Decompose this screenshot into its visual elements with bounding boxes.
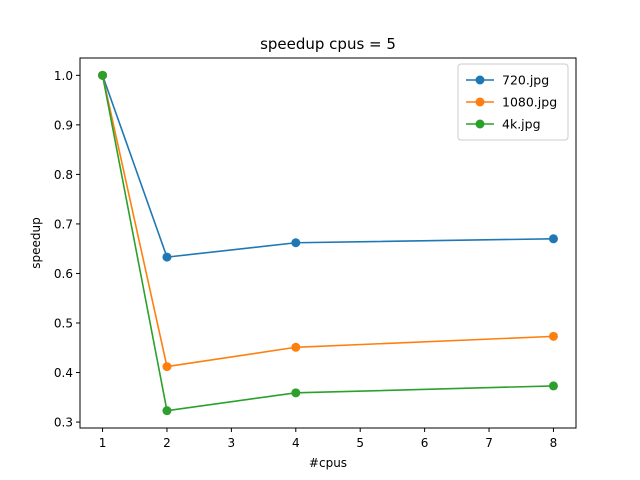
legend-label: 720.jpg — [502, 73, 549, 88]
x-tick-label: 3 — [228, 436, 236, 450]
legend-marker — [475, 119, 485, 129]
x-tick-label: 8 — [550, 436, 558, 450]
data-point — [162, 406, 172, 416]
y-tick-label: 0.7 — [54, 217, 73, 231]
series-line — [101, 75, 554, 368]
data-point — [291, 342, 301, 352]
x-axis-label: #cpus — [309, 456, 347, 470]
y-tick-label: 0.8 — [54, 168, 73, 182]
legend-item: 720.jpg — [466, 73, 549, 88]
data-point — [98, 70, 108, 80]
legend-label: 4k.jpg — [502, 117, 541, 132]
x-tick-label: 4 — [292, 436, 300, 450]
x-tick-label: 5 — [356, 436, 364, 450]
x-tick-label: 7 — [485, 436, 493, 450]
data-point — [162, 252, 172, 262]
plot-area-frame — [79, 57, 577, 429]
series-4k-jpg — [98, 70, 558, 416]
y-tick-label: 0.3 — [54, 416, 73, 430]
legend-marker — [475, 97, 485, 107]
x-tick-label: 6 — [421, 436, 429, 450]
series-line — [101, 75, 554, 412]
series-layer — [98, 70, 558, 416]
legend: 720.jpg 1080.jpg 4k.jpg — [457, 63, 569, 141]
x-tick-label: 2 — [163, 436, 171, 450]
chart-title: speedup cpus = 5 — [260, 35, 396, 53]
data-point — [548, 234, 558, 244]
y-axis-label: speedup — [29, 217, 43, 268]
y-tick-label: 1.0 — [54, 69, 73, 83]
x-axis: 1 2 3 4 5 6 7 8 — [99, 428, 558, 450]
x-tick-label: 1 — [99, 436, 107, 450]
y-tick-label: 0.5 — [54, 316, 73, 330]
legend-label: 1080.jpg — [502, 95, 557, 110]
legend-item: 4k.jpg — [466, 117, 541, 132]
y-tick-label: 0.6 — [54, 267, 73, 281]
legend-item: 1080.jpg — [466, 95, 557, 110]
legend-marker — [475, 75, 485, 85]
legend-box — [457, 63, 569, 141]
data-point — [548, 381, 558, 391]
data-point — [162, 362, 172, 372]
data-point — [548, 331, 558, 341]
y-axis: 0.3 0.4 0.5 0.6 0.7 0.8 0.9 1.0 — [54, 69, 80, 430]
y-tick-label: 0.4 — [54, 366, 73, 380]
series-line — [101, 75, 554, 258]
data-point — [291, 238, 301, 248]
y-tick-label: 0.9 — [54, 118, 73, 132]
data-point — [291, 388, 301, 398]
